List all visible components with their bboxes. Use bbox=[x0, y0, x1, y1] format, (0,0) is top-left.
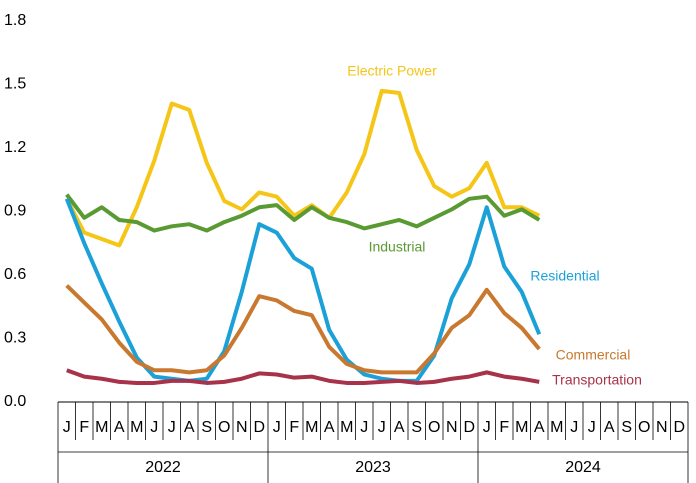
x-tick-label: A bbox=[394, 419, 405, 436]
x-tick-label: N bbox=[656, 419, 668, 436]
y-tick-label: 0.9 bbox=[4, 203, 26, 220]
series-line bbox=[64, 88, 541, 248]
series-line bbox=[64, 198, 542, 383]
x-tick-label: J bbox=[150, 419, 158, 436]
x-tick-label: F bbox=[499, 419, 509, 436]
series-label: Commercial bbox=[556, 347, 631, 363]
y-tick-label: 1.2 bbox=[4, 139, 26, 156]
x-tick-label: A bbox=[114, 419, 125, 436]
series-line bbox=[65, 193, 541, 233]
x-tick-label: O bbox=[428, 419, 440, 436]
x-tick-label: A bbox=[324, 419, 335, 436]
x-tick-label: A bbox=[534, 419, 545, 436]
series-label: Residential bbox=[530, 268, 599, 284]
series-line bbox=[65, 284, 541, 375]
x-tick-label: M bbox=[130, 419, 143, 436]
x-tick-label: J bbox=[273, 419, 281, 436]
x-tick-label: S bbox=[411, 419, 422, 436]
year-label: 2023 bbox=[355, 459, 391, 476]
x-tick-label: M bbox=[305, 419, 318, 436]
year-label: 2022 bbox=[145, 459, 181, 476]
x-tick-label: D bbox=[253, 419, 265, 436]
y-tick-label: 0.0 bbox=[4, 393, 26, 410]
x-tick-label: J bbox=[378, 419, 386, 436]
x-tick-label: M bbox=[550, 419, 563, 436]
x-tick-label: J bbox=[570, 419, 578, 436]
year-label: 2024 bbox=[565, 459, 601, 476]
x-tick-label: A bbox=[184, 419, 195, 436]
y-tick-label: 0.3 bbox=[4, 330, 26, 347]
y-tick-label: 1.5 bbox=[4, 76, 26, 93]
x-tick-label: M bbox=[95, 419, 108, 436]
x-tick-label: F bbox=[289, 419, 299, 436]
x-tick-label: J bbox=[588, 419, 596, 436]
series-label: Electric Power bbox=[347, 63, 437, 79]
x-tick-label: O bbox=[218, 419, 230, 436]
x-tick-label: N bbox=[236, 419, 248, 436]
x-tick-label: O bbox=[638, 419, 650, 436]
x-tick-label: M bbox=[515, 419, 528, 436]
x-tick-label: N bbox=[446, 419, 458, 436]
y-tick-label: 0.6 bbox=[4, 266, 26, 283]
series-line bbox=[66, 368, 540, 385]
x-tick-label: S bbox=[201, 419, 212, 436]
x-tick-label: J bbox=[360, 419, 368, 436]
x-tick-label: F bbox=[79, 419, 89, 436]
series-label: Industrial bbox=[369, 239, 426, 255]
x-tick-label: M bbox=[340, 419, 353, 436]
x-tick-label: D bbox=[463, 419, 475, 436]
x-tick-label: D bbox=[673, 419, 685, 436]
x-tick-label: J bbox=[168, 419, 176, 436]
series-label: Transportation bbox=[552, 372, 642, 388]
x-tick-label: J bbox=[63, 419, 71, 436]
x-tick-label: A bbox=[604, 419, 615, 436]
x-tick-label: S bbox=[621, 419, 632, 436]
y-tick-label: 1.8 bbox=[4, 12, 26, 29]
x-tick-label: J bbox=[483, 419, 491, 436]
